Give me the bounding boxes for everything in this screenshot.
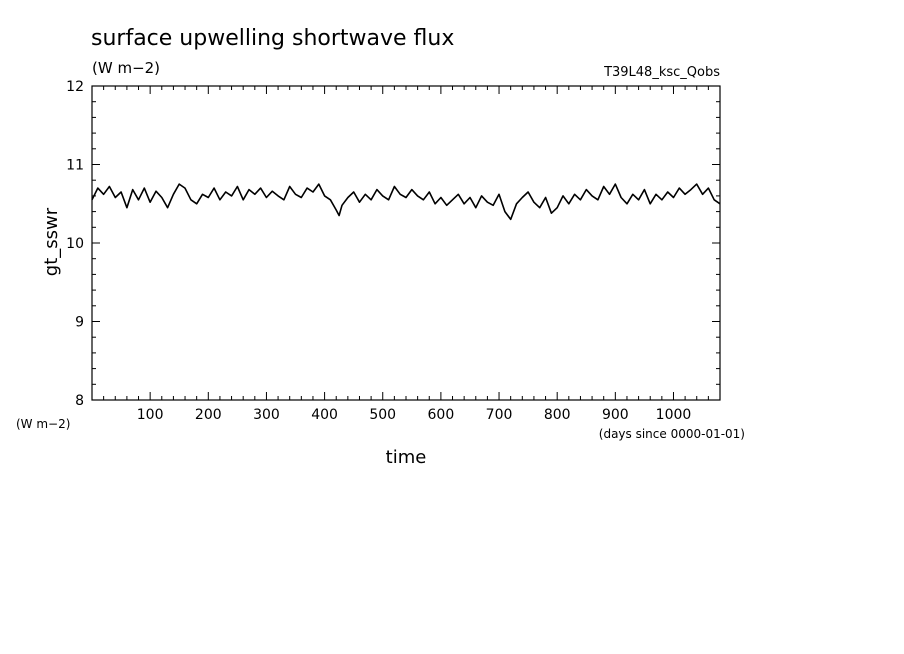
x-tick-label: 600	[428, 407, 455, 423]
plot-frame	[91, 85, 721, 401]
x-tick-label: 800	[544, 407, 571, 423]
x-tick-label: 300	[253, 407, 280, 423]
x-tick-label: 900	[602, 407, 629, 423]
x-tick-label: 500	[369, 407, 396, 423]
series-line	[91, 183, 721, 221]
x-tick-label: 700	[486, 407, 513, 423]
y-tick-label: 8	[75, 393, 84, 409]
x-tick-label: 400	[311, 407, 338, 423]
run-label: T39L48_ksc_Qobs	[603, 65, 720, 80]
y-tick-label: 9	[75, 315, 84, 331]
y-axis-label: gt_sswr	[41, 207, 62, 276]
chart-title: surface upwelling shortwave flux	[91, 26, 454, 51]
axes	[91, 85, 721, 401]
series-group	[91, 183, 721, 221]
x-axis-label: time	[386, 447, 427, 468]
x-tick-label: 100	[137, 407, 164, 423]
tick-labels: 100 200 300 400 500 600 700 800 900 1000 8 9 10 11 12	[66, 79, 691, 423]
y-tick-label: 12	[66, 79, 84, 95]
x-tick-label: 200	[195, 407, 222, 423]
y-units-label: (W m−2)	[16, 417, 70, 431]
title-units: (W m−2)	[92, 59, 160, 77]
y-tick-label: 11	[66, 158, 84, 174]
x-units-label: (days since 0000-01-01)	[599, 427, 745, 441]
x-tick-label: 1000	[656, 407, 692, 423]
ticks	[92, 85, 720, 401]
y-tick-label: 10	[66, 236, 84, 252]
